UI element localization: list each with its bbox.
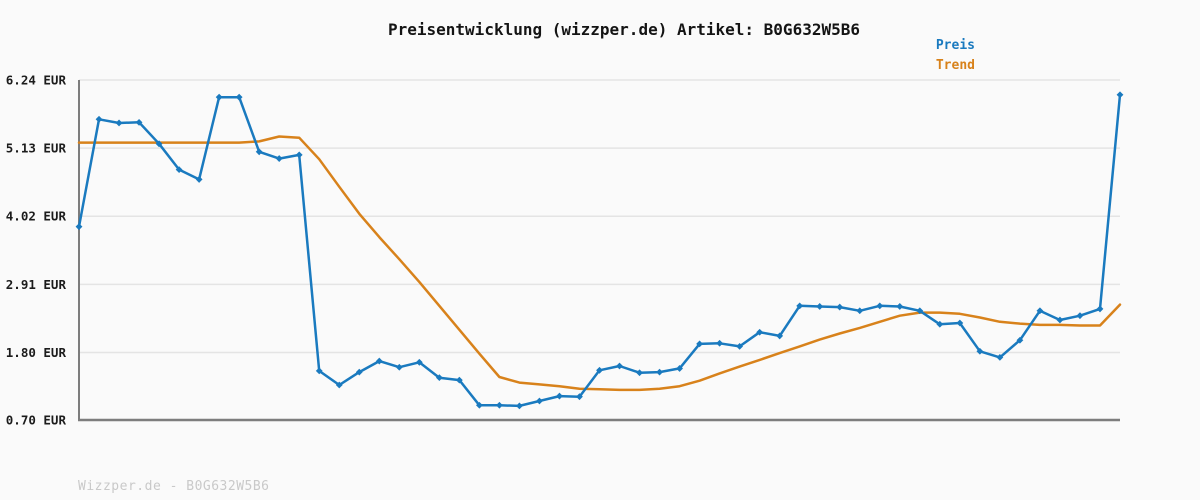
price-point-marker — [155, 140, 163, 148]
price-point-marker — [275, 155, 283, 162]
y-axis-tick-label: 5.13 EUR — [6, 141, 67, 156]
price-point-marker — [876, 302, 884, 310]
price-point-marker — [676, 365, 683, 372]
price-point-marker — [776, 332, 784, 340]
y-axis-tick-label: 0.70 EUR — [6, 413, 67, 428]
price-point-marker — [95, 115, 103, 123]
price-point-marker — [235, 93, 243, 101]
price-point-marker — [455, 376, 463, 384]
chart-title: Preisentwicklung (wizzper.de) Artikel: B… — [387, 20, 860, 39]
price-point-marker — [856, 307, 864, 315]
price-point-marker — [656, 368, 663, 376]
price-point-marker — [1096, 305, 1104, 313]
legend-item-preis: Preis — [935, 38, 975, 53]
price-point-marker — [756, 328, 764, 336]
price-point-marker — [796, 302, 804, 310]
price-point-marker — [936, 320, 944, 328]
price-point-marker — [536, 397, 543, 405]
price-point-marker — [1116, 91, 1124, 99]
price-point-marker — [616, 362, 623, 370]
y-axis-tick-label: 4.02 EUR — [6, 209, 67, 224]
price-point-marker — [435, 374, 443, 382]
price-point-marker — [115, 119, 123, 127]
price-point-marker — [195, 176, 203, 183]
price-point-marker — [576, 393, 583, 401]
price-point-marker — [556, 392, 563, 400]
price-point-marker — [215, 93, 223, 101]
price-point-marker — [516, 402, 523, 410]
price-point-marker — [836, 303, 844, 311]
price-point-marker — [596, 366, 603, 374]
price-point-marker — [1036, 307, 1044, 315]
y-axis-tick-label: 2.91 EUR — [6, 277, 67, 292]
y-axis-tick-label: 6.24 EUR — [6, 73, 67, 88]
price-point-marker — [415, 358, 423, 366]
price-point-marker — [175, 166, 183, 174]
price-point-marker — [255, 148, 263, 156]
price-point-marker — [1076, 312, 1084, 320]
price-point-marker — [135, 118, 143, 126]
y-axis-tick-label: 1.80 EUR — [6, 345, 67, 360]
price-point-marker — [636, 369, 643, 377]
price-point-marker — [475, 401, 483, 409]
price-point-marker — [956, 319, 964, 327]
price-point-marker — [395, 363, 403, 371]
price-point-marker — [1016, 336, 1024, 344]
price-point-marker — [816, 303, 824, 310]
price-point-marker — [996, 354, 1004, 361]
price-point-marker — [355, 368, 363, 376]
price-point-marker — [295, 151, 303, 159]
price-point-marker — [916, 307, 924, 315]
legend: Preis Trend — [936, 39, 975, 72]
price-point-marker — [75, 223, 83, 231]
price-point-marker — [496, 401, 503, 409]
price-point-marker — [736, 342, 744, 350]
legend-item-trend: Trend — [935, 58, 975, 73]
price-point-marker — [896, 303, 904, 310]
price-point-marker — [375, 357, 383, 365]
trend-line — [77, 135, 1122, 392]
price-point-marker — [335, 381, 343, 389]
price-point-marker — [315, 367, 323, 375]
watermark: Wizzper.de - B0G632W5B6 — [78, 479, 270, 494]
price-point-marker — [696, 340, 703, 348]
price-point-marker — [716, 339, 724, 347]
price-point-marker — [976, 347, 984, 355]
price-point-marker — [1056, 316, 1064, 324]
